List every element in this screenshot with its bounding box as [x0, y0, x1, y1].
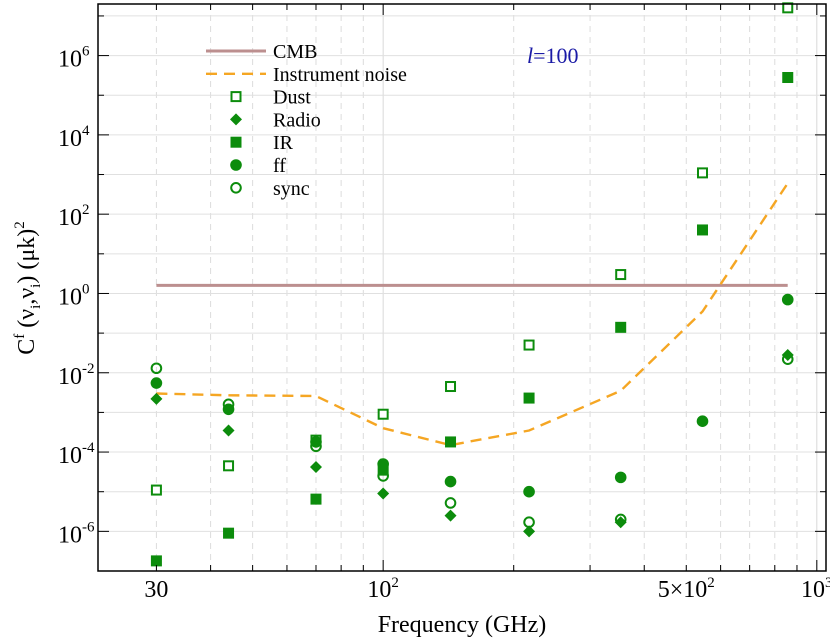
radio-point: [523, 525, 536, 538]
data-markers: [150, 2, 794, 567]
sync-point: [444, 497, 457, 509]
y-axis-label-sub2: i: [28, 284, 44, 288]
legend-sync-swatch: [230, 182, 242, 194]
ir-point: [223, 527, 235, 539]
ff-point: [377, 458, 389, 470]
dust-point: [523, 339, 535, 351]
ff-point: [523, 485, 535, 498]
y-tick-label: 102: [58, 202, 90, 231]
legend-sync-label: sync: [273, 178, 310, 200]
radio-point: [377, 487, 390, 500]
y-tick-label: 10-4: [58, 440, 95, 469]
legend-ir-label: IR: [273, 132, 294, 154]
sync-point: [614, 513, 627, 526]
y-axis-label-sup: f: [12, 334, 28, 339]
y-tick-label: 10-6: [58, 519, 95, 548]
y-tick-label: 104: [58, 123, 90, 152]
dust-point: [377, 408, 389, 420]
x-tick-label: 102: [367, 575, 399, 603]
sync-point: [377, 470, 389, 482]
x-tick-labels: 30 102 5×102 103: [144, 575, 830, 603]
x-tick-label: 30: [144, 577, 168, 603]
sync-point: [523, 516, 535, 529]
y-axis-label-open: (ν: [14, 309, 40, 334]
ff-point: [614, 471, 627, 484]
ff-point: [781, 293, 794, 306]
y-axis-label-close: ) (μk): [14, 229, 40, 284]
x-tick-label: 103: [801, 575, 830, 603]
y-axis-label-base: C: [14, 339, 40, 355]
y-axis-label-sup2: 2: [12, 221, 28, 229]
ir-point: [445, 436, 457, 448]
legend-dust-label: Dust: [273, 87, 311, 109]
radio-point: [309, 460, 322, 473]
y-tick-label: 106: [58, 44, 90, 73]
ir-point: [523, 392, 535, 404]
sync-point: [310, 440, 322, 453]
y-axis-label-sub1: i: [28, 305, 44, 309]
dust-point: [615, 269, 627, 281]
radio-point: [222, 424, 235, 437]
x-axis-label: Frequency (GHz): [378, 612, 547, 638]
legend-instrument-noise-label: Instrument noise: [273, 64, 407, 86]
y-tick-labels: 10-6 10-4 10-2 100 102 104 106: [58, 44, 95, 549]
sync-point: [150, 362, 163, 375]
y-tick-label: 10-2: [58, 361, 95, 390]
sync-point: [781, 353, 794, 365]
dust-point: [223, 460, 235, 472]
y-axis-label-comma: ,ν: [14, 288, 40, 305]
y-axis-label: Cf (νi,νi) (μk)2: [12, 221, 44, 354]
legend-cmb-label: CMB: [273, 41, 317, 63]
legend-radio-swatch: [230, 113, 242, 126]
ell-annotation: l=100: [527, 43, 579, 68]
legend-ir-swatch: [230, 136, 242, 148]
ir-point: [782, 72, 794, 84]
ir-point: [150, 555, 162, 567]
legend-ff-label: ff: [273, 155, 286, 177]
radio-point: [444, 509, 457, 522]
ir-point: [310, 493, 322, 505]
sync-point: [222, 398, 235, 411]
axis-ticks: [98, 4, 826, 572]
ff-point: [696, 415, 709, 428]
dust-point: [150, 484, 162, 496]
legend-radio-label: Radio: [273, 109, 321, 131]
legend-dust-swatch: [230, 91, 242, 103]
ir-point: [696, 224, 708, 236]
ff-point: [150, 377, 163, 389]
dust-point: [445, 381, 457, 393]
legend-ff-swatch: [230, 159, 242, 171]
ir-point: [615, 321, 627, 333]
instrument-noise-line: [156, 182, 789, 447]
radio-point: [150, 392, 163, 405]
x-tick-label: 5×102: [658, 575, 715, 603]
ff-point: [444, 475, 457, 488]
series-lines: [156, 182, 789, 447]
plot-frame: [97, 3, 827, 572]
y-tick-label: 100: [58, 281, 90, 310]
dust-point: [696, 167, 708, 179]
radio-point: [614, 516, 627, 529]
